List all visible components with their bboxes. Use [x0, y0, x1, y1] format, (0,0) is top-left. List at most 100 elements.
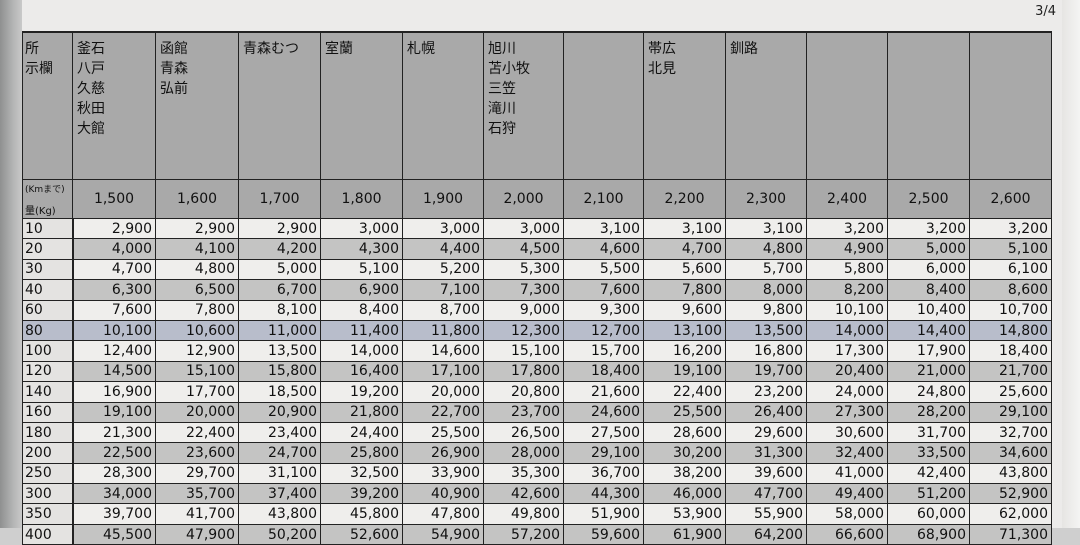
rate-cell: 6,500: [155, 279, 239, 301]
rate-cell: 14,500: [72, 360, 156, 383]
rate-cell: 34,000: [72, 483, 156, 505]
rate-cell: 30,600: [806, 421, 888, 444]
destination-header: 帯広 北見: [643, 31, 726, 180]
destination-header: [563, 31, 644, 180]
rate-cell: 34,600: [969, 442, 1052, 464]
rate-cell: 6,900: [320, 279, 403, 301]
destination-header: 釜石 八戸 久慈 秋田 大館: [72, 31, 156, 180]
destination-header: [806, 31, 888, 180]
rate-cell: 5,100: [969, 238, 1052, 260]
rate-cell: 47,900: [155, 523, 239, 545]
rate-cell: 5,000: [238, 258, 321, 281]
rate-cell: 16,400: [320, 360, 403, 383]
rate-cell: 11,000: [238, 319, 321, 342]
rate-cell: 3,000: [402, 217, 484, 240]
rate-cell: 14,800: [969, 319, 1052, 342]
destination-names: 室蘭: [325, 41, 353, 57]
rate-cell: 13,500: [725, 319, 807, 342]
rate-cell: 22,700: [402, 401, 484, 423]
rate-cell: 32,400: [806, 442, 888, 464]
rate-cell: 5,000: [887, 238, 970, 260]
rate-cell: 52,900: [969, 483, 1052, 505]
weight-label: 100: [22, 340, 74, 362]
rate-cell: 8,600: [969, 279, 1052, 301]
rate-cell: 29,100: [563, 442, 644, 464]
distance-header: 1,500: [72, 179, 156, 219]
rate-cell: 10,100: [806, 299, 888, 321]
table-row: 160 19,100 20,000 20,900 21,800 22,700 23,700 2…: [22, 401, 1052, 423]
rate-cell: 14,000: [806, 319, 888, 342]
rate-cell: 20,900: [238, 401, 321, 423]
destination-header: [969, 31, 1052, 180]
weight-label: 40: [22, 279, 74, 301]
rate-cell: 22,400: [155, 421, 239, 444]
destination-names: 旭川 苫小牧 三笠 滝川 石狩: [488, 41, 530, 137]
rate-cell: 9,000: [483, 299, 564, 321]
rate-cell: 26,500: [483, 421, 564, 444]
rate-cell: 17,100: [402, 360, 484, 383]
rate-cell: 49,800: [483, 503, 564, 525]
rate-cell: 57,200: [483, 523, 564, 545]
rate-cell: 15,100: [155, 360, 239, 383]
weight-label: 200: [22, 442, 74, 464]
rate-cell: 23,200: [725, 381, 807, 403]
table-row: 350 39,700 41,700 43,800 45,800 47,800 49,800 5…: [22, 503, 1052, 525]
weight-label: 60: [22, 299, 74, 321]
rate-cell: 20,000: [402, 381, 484, 403]
weight-label: 140: [22, 381, 74, 403]
rate-cell: 3,100: [563, 217, 644, 240]
rate-cell: 22,500: [72, 442, 156, 464]
rate-cell: 42,600: [483, 483, 564, 505]
rate-cell: 27,300: [806, 401, 888, 423]
rate-cell: 8,100: [238, 299, 321, 321]
rate-cell: 7,800: [155, 299, 239, 321]
kg-unit-label: 量(Kg): [25, 206, 56, 217]
table-row: 120 14,500 15,100 15,800 16,400 17,100 17,800 1…: [22, 360, 1052, 383]
weight-label: 400: [22, 523, 74, 545]
rate-cell: 47,700: [725, 483, 807, 505]
rate-cell: 24,600: [563, 401, 644, 423]
km-unit-label: (Kmまで): [25, 185, 65, 195]
rate-cell: 29,700: [155, 462, 239, 485]
rate-cell: 28,200: [887, 401, 970, 423]
destination-names: 釜石 八戸 久慈 秋田 大館: [77, 41, 105, 137]
weight-label: 20: [22, 238, 74, 260]
rate-cell: 23,400: [238, 421, 321, 444]
rate-cell: 16,800: [725, 340, 807, 362]
rate-cell: 26,400: [725, 401, 807, 423]
rate-cell: 5,100: [320, 258, 403, 281]
rate-cell: 24,700: [238, 442, 321, 464]
rate-cell: 12,700: [563, 319, 644, 342]
rate-cell: 5,500: [563, 258, 644, 281]
rate-cell: 45,800: [320, 503, 403, 525]
rate-cell: 8,200: [806, 279, 888, 301]
destination-names: 札幌: [407, 41, 435, 57]
rate-cell: 4,000: [72, 238, 156, 260]
rate-cell: 24,000: [806, 381, 888, 403]
rate-cell: 3,000: [483, 217, 564, 240]
rate-cell: 32,700: [969, 421, 1052, 444]
rate-cell: 25,500: [402, 421, 484, 444]
rate-cell: 4,800: [155, 258, 239, 281]
destination-header: 旭川 苫小牧 三笠 滝川 石狩: [483, 31, 564, 180]
destination-names: 釧路: [730, 41, 758, 57]
rate-cell: 11,400: [320, 319, 403, 342]
rate-cell: 4,700: [643, 238, 726, 260]
rate-cell: 5,800: [806, 258, 888, 281]
rate-cell: 10,700: [969, 299, 1052, 321]
corner-label: 所 示欄: [22, 31, 73, 180]
table-row: 100 12,400 12,900 13,500 14,000 14,600 15,100 1…: [22, 340, 1052, 362]
corner-label-text: 所 示欄: [25, 41, 53, 77]
weight-label: 160: [22, 401, 74, 423]
rate-cell: 13,100: [643, 319, 726, 342]
rate-cell: 25,500: [643, 401, 726, 423]
rate-cell: 45,500: [72, 523, 156, 545]
rate-cell: 21,300: [72, 421, 156, 444]
rate-cell: 21,800: [320, 401, 403, 423]
rate-cell: 39,600: [725, 462, 807, 485]
distance-header: 2,500: [887, 179, 970, 219]
rate-cell: 39,700: [72, 503, 156, 525]
rate-cell: 51,200: [887, 483, 970, 505]
rate-cell: 15,100: [483, 340, 564, 362]
distance-header: 2,600: [969, 179, 1052, 219]
